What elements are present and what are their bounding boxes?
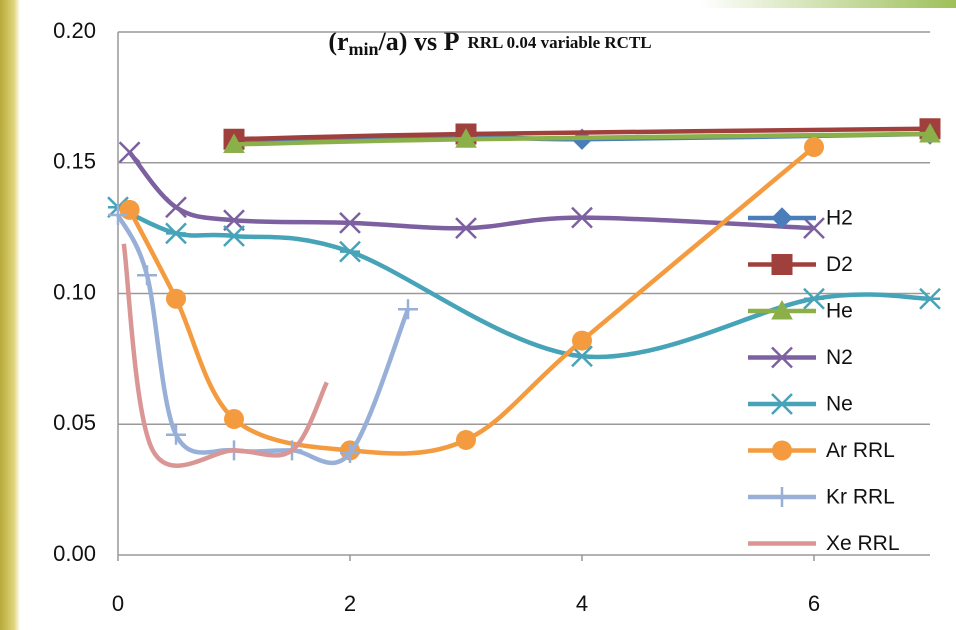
legend-label: D2: [826, 253, 853, 276]
x-tick-label: 6: [808, 591, 820, 616]
marker: [340, 242, 360, 262]
legend-label: Xe RRL: [826, 532, 900, 555]
legend-label: He: [826, 300, 853, 323]
title-subscript: min: [349, 39, 379, 59]
series-line: [130, 147, 814, 453]
marker: [572, 331, 592, 351]
marker: [120, 200, 140, 220]
marker: [772, 487, 792, 507]
legend-label: H2: [826, 207, 853, 230]
marker: [772, 441, 792, 461]
series-line: [118, 215, 408, 463]
y-tick-label: 0.05: [53, 410, 96, 435]
x-tick-label: 0: [112, 591, 124, 616]
marker: [166, 289, 186, 309]
page: (rmin/a) vs PRRL 0.04 variable RCTL 0.00…: [0, 0, 956, 630]
x-tick-label: 4: [576, 591, 588, 616]
legend-label: N2: [826, 346, 853, 369]
chart-subtitle: RRL 0.04 variable RCTL: [467, 33, 651, 52]
marker: [166, 223, 186, 243]
legend-label: Kr RRL: [826, 486, 895, 509]
marker: [224, 226, 244, 246]
marker: [804, 289, 824, 309]
y-tick-label: 0.20: [53, 18, 96, 43]
marker: [137, 265, 157, 285]
legend-label: Ar RRL: [826, 439, 895, 462]
chart: (rmin/a) vs PRRL 0.04 variable RCTL 0.00…: [0, 0, 956, 630]
series-line: [124, 244, 327, 466]
x-tick-label: 2: [344, 591, 356, 616]
y-tick-label: 0.10: [53, 279, 96, 304]
marker: [166, 197, 186, 217]
marker: [224, 409, 244, 429]
y-tick-label: 0.15: [53, 149, 96, 174]
legend-label: Ne: [826, 393, 853, 416]
marker: [120, 142, 140, 162]
marker: [398, 299, 418, 319]
y-tick-label: 0.00: [53, 541, 96, 566]
marker: [804, 137, 824, 157]
marker: [772, 255, 792, 275]
marker: [456, 430, 476, 450]
marker: [920, 289, 940, 309]
marker: [772, 394, 792, 414]
